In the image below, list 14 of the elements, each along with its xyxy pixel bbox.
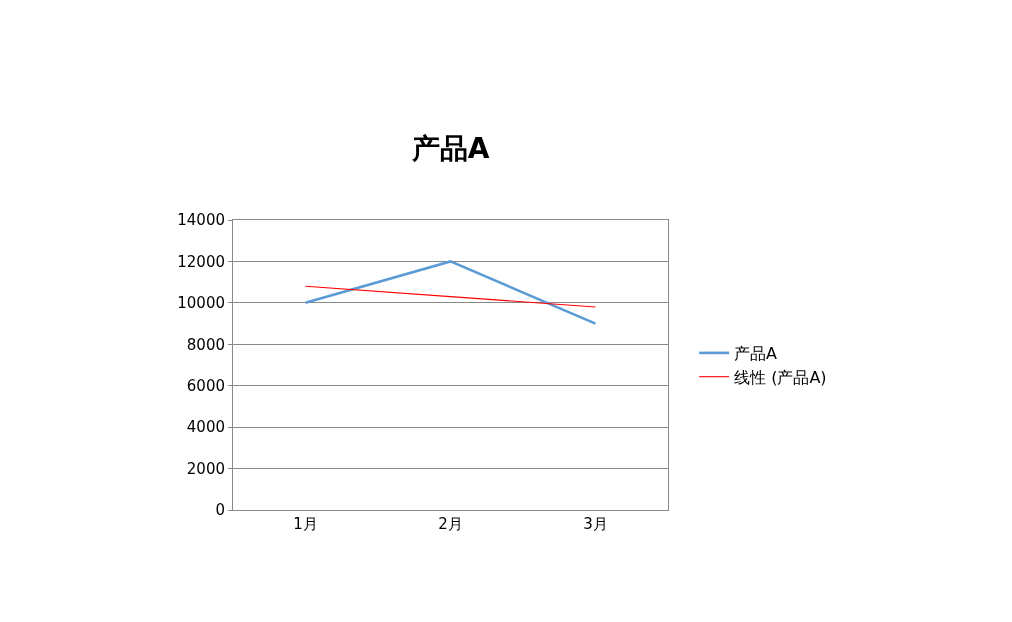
- y-tick-label: 8000: [186, 335, 225, 354]
- x-tick-label: 2月: [438, 515, 463, 533]
- chart-title: 产品A: [410, 131, 490, 165]
- y-tick-label: 12000: [177, 252, 225, 271]
- y-tick-label: 2000: [186, 459, 225, 478]
- y-tick-label: 0: [215, 501, 225, 520]
- y-tick-label: 10000: [177, 294, 225, 313]
- x-tick-label: 1月: [293, 515, 318, 533]
- y-tick-label: 6000: [186, 376, 225, 395]
- y-tick-label: 14000: [177, 211, 225, 230]
- legend-label: 产品A: [734, 344, 778, 364]
- x-tick-label: 3月: [583, 515, 608, 533]
- y-tick-label: 4000: [186, 418, 225, 437]
- legend-label: 线性 (产品A): [734, 367, 827, 387]
